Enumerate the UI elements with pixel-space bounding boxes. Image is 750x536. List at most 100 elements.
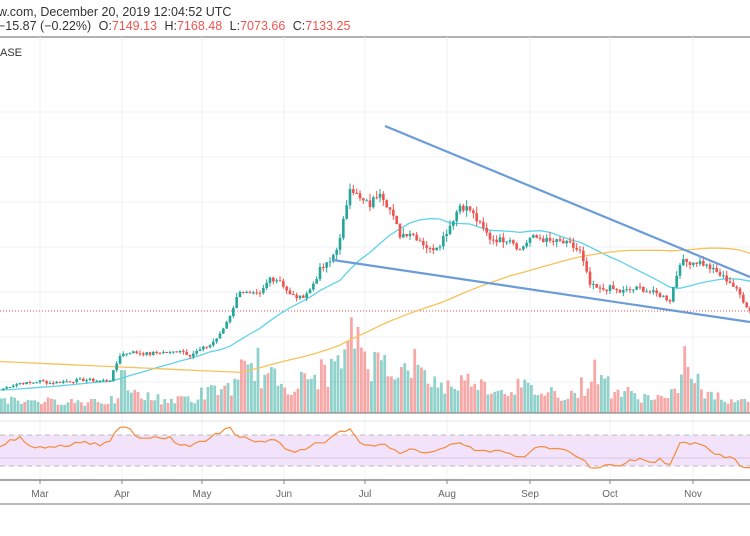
candle-body <box>228 316 232 322</box>
candle-body <box>568 240 572 243</box>
volume-bar <box>586 388 590 413</box>
volume-bar <box>180 396 183 413</box>
volume-bar <box>420 367 423 413</box>
candle-body <box>638 286 642 288</box>
candle-body <box>348 189 352 206</box>
volume-bar <box>303 373 307 413</box>
candle-body <box>135 351 138 354</box>
source-date-text: w.com, December 20, 2019 12:04:52 UTC <box>0 5 232 19</box>
volume-bar <box>616 389 620 413</box>
x-tick-label: May <box>193 489 212 500</box>
rsi-path <box>0 426 750 469</box>
candle-body <box>718 272 722 276</box>
candle-body <box>565 240 568 244</box>
volume-bar <box>353 348 357 413</box>
upper-trendline[interactable] <box>384 124 750 279</box>
volume-bar <box>493 391 497 413</box>
candle-body <box>192 353 195 357</box>
volume-bar <box>383 354 387 413</box>
candle-body <box>162 351 165 353</box>
volume-bar <box>646 395 650 413</box>
volume-bar <box>100 403 103 413</box>
volume-bar <box>406 370 410 413</box>
candle-body <box>112 370 115 381</box>
candle-body <box>675 275 678 288</box>
volume-bar <box>436 387 440 413</box>
volume-bar <box>23 401 27 413</box>
candle-body <box>245 291 248 293</box>
candle-body <box>302 295 305 298</box>
volume-bar <box>366 369 370 413</box>
candle-body <box>98 380 102 382</box>
x-tick-label: Aug <box>438 489 456 500</box>
volume-bar <box>350 317 353 413</box>
candle-body <box>708 264 712 270</box>
candle-body <box>602 288 605 290</box>
rsi-band <box>0 435 750 466</box>
volume-bar <box>310 378 313 413</box>
volume-bar <box>30 400 33 413</box>
volume-bar <box>513 394 517 413</box>
volume-bar <box>216 394 220 413</box>
volume-bar <box>693 383 697 413</box>
candle-body <box>445 234 448 237</box>
volume-bar <box>103 404 107 413</box>
candle-body <box>735 286 738 289</box>
volume-bar <box>443 393 447 413</box>
volume-bar <box>536 395 540 413</box>
volume-bar <box>593 359 597 413</box>
lower-trendline[interactable] <box>332 258 750 324</box>
volume-bar <box>46 397 50 413</box>
volume-bar <box>306 379 310 413</box>
volume-bar <box>456 390 460 413</box>
volume-bar <box>620 396 623 413</box>
volume-bar <box>643 393 647 413</box>
volume-bar <box>520 387 523 413</box>
volume-bar <box>236 379 240 413</box>
volume-bar <box>610 398 613 413</box>
candle-body <box>68 381 72 383</box>
candle-body <box>585 261 588 272</box>
candle-body <box>412 233 415 235</box>
candle-body <box>695 262 698 264</box>
volume-bar <box>60 404 63 413</box>
candle-body <box>525 242 528 247</box>
candle-body <box>452 221 455 226</box>
volume-bar <box>506 396 510 413</box>
candle-body <box>322 267 325 269</box>
volume-bar <box>483 381 487 413</box>
volume-bar <box>3 398 7 413</box>
candle-body <box>45 381 48 384</box>
candle-body <box>488 232 492 240</box>
volume-bar <box>96 401 100 413</box>
volume-bar <box>363 351 367 413</box>
candle-body <box>678 265 682 276</box>
candle-body <box>612 285 615 290</box>
candle-body <box>495 239 498 243</box>
volume-bar <box>230 395 233 413</box>
candle-body <box>248 291 252 294</box>
candle-body <box>15 384 18 386</box>
time-axis[interactable]: Mar Apr May Jun Jul Aug Sep Oct Nov <box>31 480 702 500</box>
candle-body <box>382 193 385 201</box>
candle-body <box>152 351 155 355</box>
candle-body <box>468 206 472 211</box>
volume-bar <box>340 368 343 413</box>
candle-body <box>475 213 478 222</box>
volume-bar <box>26 399 30 413</box>
candles <box>2 183 750 391</box>
volume-bar <box>186 396 190 413</box>
volume-bar <box>426 383 430 413</box>
volume-bar <box>166 402 170 413</box>
candle-body <box>562 240 565 244</box>
volume-bar <box>460 375 463 413</box>
volume-bar <box>683 346 687 413</box>
candle-body <box>608 285 612 292</box>
candle-body <box>55 381 58 384</box>
candle-body <box>388 207 392 210</box>
candle-body <box>665 295 668 301</box>
candle-body <box>282 280 285 287</box>
volume-bar <box>543 395 547 413</box>
volume-bar <box>333 361 337 413</box>
